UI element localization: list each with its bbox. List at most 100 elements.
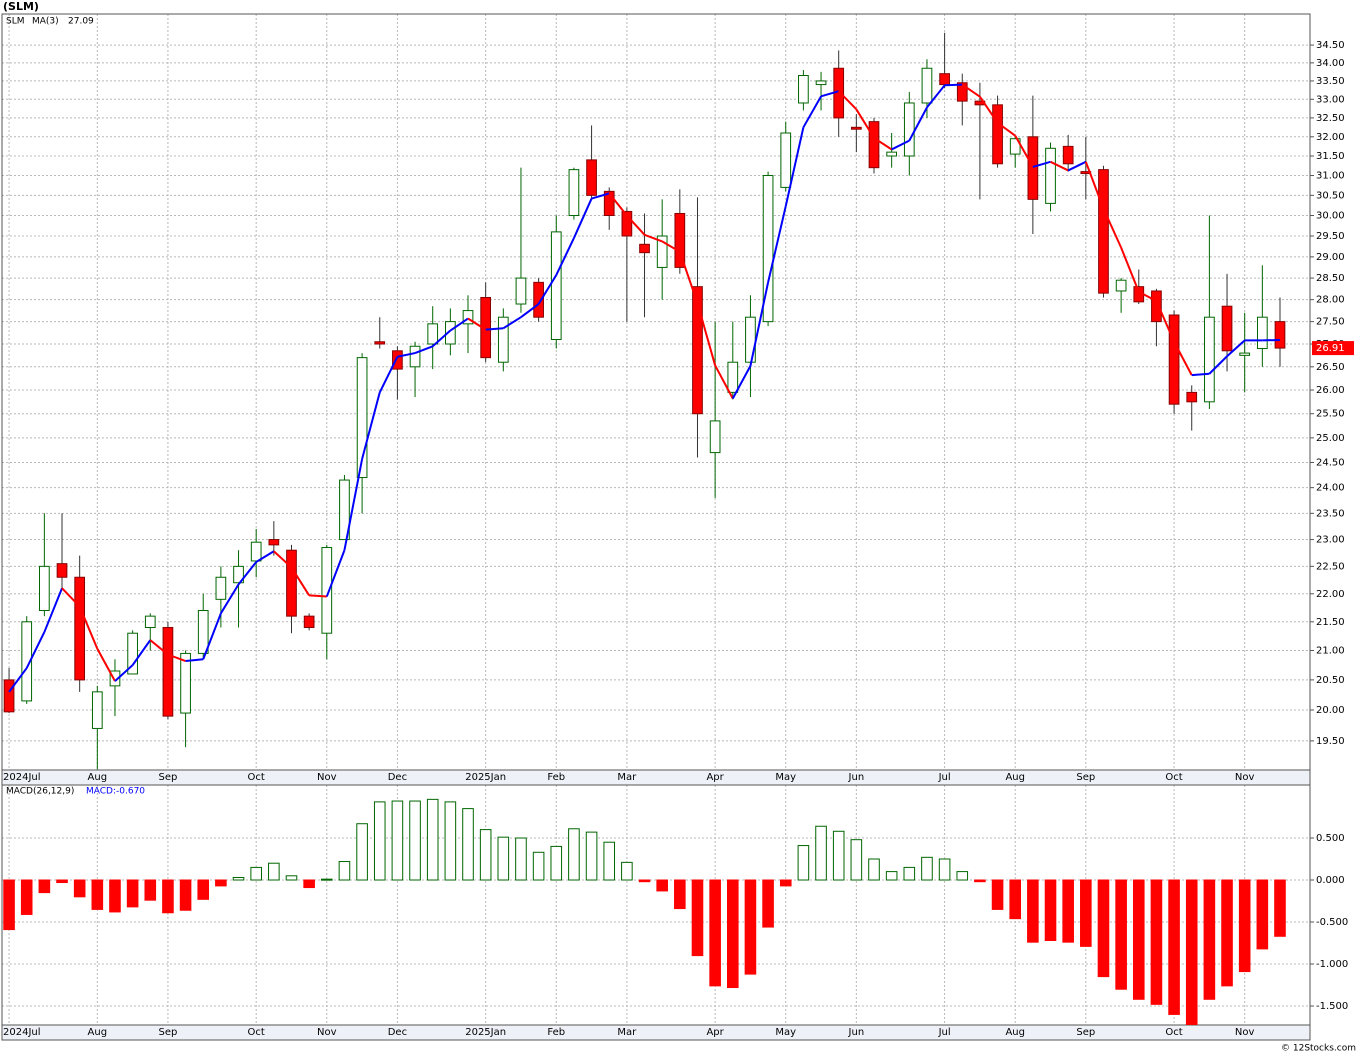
ma-line bbox=[397, 352, 416, 358]
y-tick-label: 32.00 bbox=[1316, 132, 1345, 143]
x-tick-label: Oct bbox=[1165, 772, 1182, 783]
bar bbox=[1221, 879, 1233, 987]
candle-body bbox=[268, 539, 280, 546]
x-tick-label: 2025Jan bbox=[465, 1027, 506, 1038]
y-tick-label: 22.00 bbox=[1316, 589, 1345, 600]
bar bbox=[373, 801, 386, 881]
y-tick-label: 31.00 bbox=[1316, 171, 1345, 182]
y-tick-label: 33.50 bbox=[1316, 76, 1345, 87]
bar bbox=[674, 879, 686, 910]
ma-line bbox=[185, 658, 204, 662]
x-tick-label: Feb bbox=[547, 1027, 565, 1038]
bar bbox=[1062, 879, 1074, 943]
ma-line bbox=[1067, 160, 1087, 172]
y-tick-label: 25.50 bbox=[1316, 409, 1345, 420]
ma-line bbox=[237, 561, 257, 586]
bar bbox=[56, 879, 68, 884]
x-tick-label: 2024Jul bbox=[3, 1027, 41, 1038]
candle-body bbox=[392, 350, 403, 370]
y-tick-label: 0.500 bbox=[1316, 833, 1345, 844]
x-tick-label: Aug bbox=[88, 772, 108, 783]
bar bbox=[1080, 879, 1092, 947]
x-tick-label: 2024Jul bbox=[3, 772, 41, 783]
y-tick-label: 30.00 bbox=[1316, 211, 1345, 222]
candle-body bbox=[1256, 316, 1268, 350]
ma-line bbox=[996, 121, 1016, 137]
bar bbox=[215, 879, 227, 887]
bar bbox=[1115, 879, 1127, 990]
bar bbox=[1256, 879, 1269, 950]
bar bbox=[568, 828, 580, 881]
candle-body bbox=[374, 341, 386, 345]
ma-line bbox=[255, 550, 275, 563]
bar bbox=[1132, 879, 1145, 1000]
candle-body bbox=[1186, 391, 1198, 403]
y-tick-label: 29.00 bbox=[1316, 252, 1345, 263]
bar bbox=[320, 878, 333, 881]
candle-body bbox=[603, 190, 615, 217]
ma-line bbox=[485, 327, 504, 331]
y-tick-label: 28.50 bbox=[1316, 273, 1345, 284]
ma-line bbox=[661, 240, 681, 253]
price-tag bbox=[1312, 341, 1354, 356]
ma-line bbox=[25, 631, 46, 669]
candle-body bbox=[497, 316, 509, 363]
candle-body bbox=[815, 80, 827, 86]
candle-body bbox=[709, 420, 721, 454]
candle-body bbox=[233, 565, 244, 584]
candle-body bbox=[939, 73, 950, 86]
ma-line bbox=[908, 106, 928, 142]
ma-line bbox=[167, 653, 186, 662]
candle-body bbox=[1221, 305, 1233, 352]
y-tick-label: 24.00 bbox=[1316, 483, 1345, 494]
ma-line bbox=[855, 108, 875, 139]
candle-body bbox=[1045, 147, 1056, 204]
candle-body bbox=[321, 547, 333, 634]
x-tick-label: Dec bbox=[388, 772, 407, 783]
x-tick-label: Nov bbox=[317, 772, 337, 783]
bar bbox=[938, 858, 951, 881]
candle-body bbox=[74, 576, 86, 681]
bar bbox=[426, 798, 439, 881]
ma-line bbox=[502, 316, 522, 330]
candle-body bbox=[1115, 279, 1127, 292]
ma-line bbox=[1155, 300, 1175, 343]
x-tick-label: Apr bbox=[706, 772, 724, 783]
ma-line bbox=[944, 83, 963, 87]
x-tick-label: Sep bbox=[158, 772, 177, 783]
y-tick-label: 34.00 bbox=[1316, 58, 1345, 69]
candle-body bbox=[550, 231, 562, 340]
legend-ma-value: 27.09 bbox=[68, 17, 94, 27]
candle-body bbox=[339, 479, 350, 541]
ma-line bbox=[78, 606, 99, 650]
candle-body bbox=[956, 82, 968, 102]
ma-line bbox=[926, 84, 946, 109]
bar bbox=[832, 830, 845, 881]
candle-body bbox=[180, 652, 191, 714]
bar bbox=[850, 839, 863, 881]
candle-body bbox=[727, 361, 739, 393]
candle-body bbox=[1204, 316, 1215, 403]
y-tick-label: 20.50 bbox=[1316, 675, 1345, 686]
x-tick-label: Jun bbox=[848, 1027, 865, 1038]
candle-body bbox=[921, 67, 933, 104]
bar bbox=[868, 858, 880, 881]
bar bbox=[38, 879, 51, 894]
ma-line bbox=[1050, 160, 1069, 172]
candle-body bbox=[850, 126, 862, 130]
ma-line bbox=[696, 302, 717, 366]
ma-line bbox=[784, 127, 805, 207]
bar bbox=[921, 856, 933, 881]
bar bbox=[444, 801, 457, 881]
bar bbox=[497, 836, 510, 881]
bar bbox=[1203, 879, 1216, 1000]
plot-frame bbox=[1, 784, 1311, 1026]
x-axis-band bbox=[1, 769, 1311, 786]
x-tick-label: Mar bbox=[617, 1027, 637, 1038]
legend-ma: MA(3) bbox=[32, 17, 59, 27]
y-tick-label: 23.00 bbox=[1316, 535, 1345, 546]
y-tick-label: 29.50 bbox=[1316, 231, 1345, 242]
ma-line bbox=[325, 549, 346, 597]
candle-body bbox=[1151, 290, 1162, 323]
y-tick-label: 21.50 bbox=[1316, 617, 1345, 628]
